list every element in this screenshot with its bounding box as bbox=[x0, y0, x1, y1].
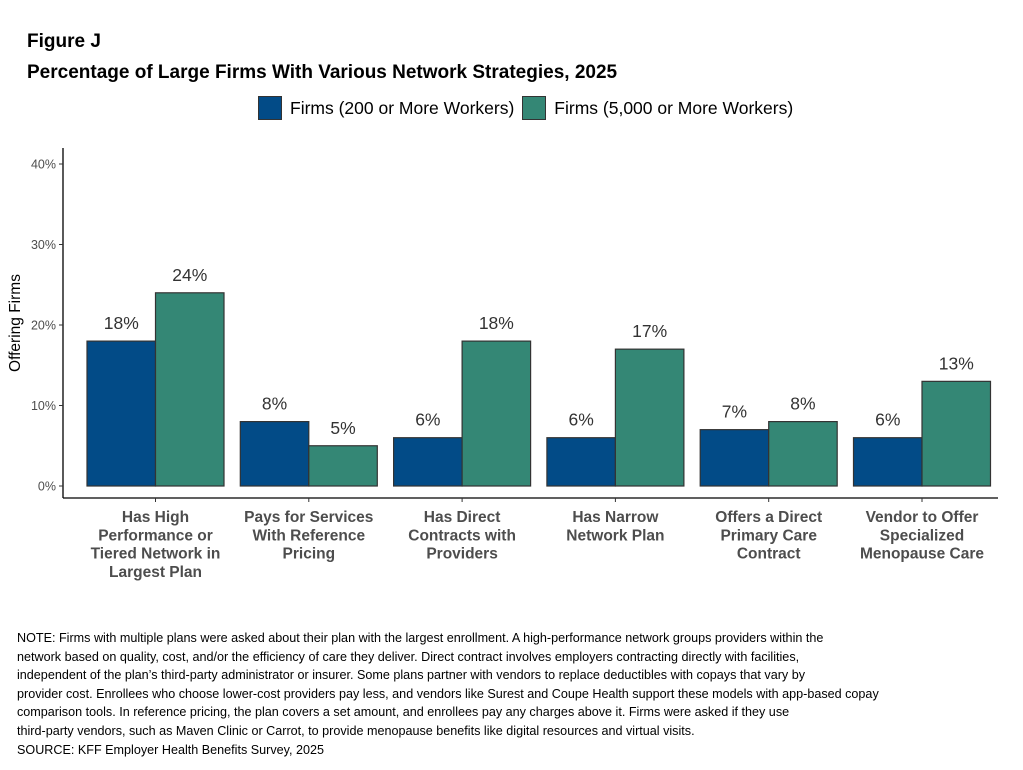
bar-5000-workers bbox=[461, 340, 532, 487]
y-tick-label: 30% bbox=[31, 238, 56, 252]
data-label: 7% bbox=[722, 402, 747, 422]
x-tick-label: Has Narrow bbox=[572, 509, 659, 526]
bar-5000-workers bbox=[921, 380, 992, 487]
x-tick-label: Menopause Care bbox=[860, 546, 984, 563]
legend-swatch-5000 bbox=[522, 96, 547, 120]
bar-200-workers bbox=[86, 340, 157, 487]
legend-swatch-200 bbox=[258, 96, 282, 120]
bar-5000-workers bbox=[308, 445, 378, 487]
y-tick-label: 0% bbox=[38, 480, 56, 494]
x-tick-label: With Reference bbox=[252, 527, 365, 544]
bar-200-workers bbox=[699, 429, 770, 487]
x-tick-label: Contracts with bbox=[408, 527, 516, 544]
x-tick-label: Has Direct bbox=[424, 509, 501, 526]
bar-5000-workers bbox=[154, 292, 225, 487]
x-tick-label: Vendor to Offer bbox=[866, 509, 979, 526]
x-tick-label: Specialized bbox=[880, 527, 964, 544]
chart-title: Percentage of Large Firms With Various N… bbox=[27, 62, 618, 83]
x-tick-label: Tiered Network in bbox=[91, 546, 221, 563]
bar-chart: 0% 10% 20% 30% 40% Offering Firms Has HighPerf… bbox=[7, 148, 998, 581]
legend: Firms (200 or More Workers) Firms (5,000… bbox=[258, 96, 801, 120]
legend-label-200: Firms (200 or More Workers) bbox=[290, 97, 515, 118]
note-line: comparison tools. In reference pricing, … bbox=[17, 705, 790, 720]
note-line: network based on quality, cost, and/or t… bbox=[17, 649, 800, 664]
bar-200-workers bbox=[852, 437, 923, 487]
x-tick-label: Primary Care bbox=[720, 527, 817, 544]
bar-5000-workers bbox=[768, 421, 838, 487]
data-label: 8% bbox=[262, 394, 287, 414]
y-tick-label: 10% bbox=[31, 399, 56, 413]
data-label: 24% bbox=[172, 265, 207, 285]
x-tick-label: Has High bbox=[122, 509, 189, 526]
data-label: 8% bbox=[790, 394, 815, 414]
x-tick-label: Contract bbox=[737, 546, 801, 563]
x-tick-label: Network Plan bbox=[566, 527, 664, 544]
data-label: 18% bbox=[479, 313, 514, 333]
source-line: SOURCE: KFF Employer Health Benefits Sur… bbox=[17, 742, 325, 757]
legend-label-5000: Firms (5,000 or More Workers) bbox=[554, 97, 794, 118]
y-tick-label: 40% bbox=[31, 158, 56, 172]
data-label: 6% bbox=[875, 410, 900, 430]
note-line: third-party vendors, such as Maven Clini… bbox=[17, 723, 695, 738]
note-line: provider cost. Enrollees who choose lowe… bbox=[17, 686, 879, 701]
bar-200-workers bbox=[393, 437, 463, 487]
data-label: 6% bbox=[415, 410, 440, 430]
legend-item-5000: Firms (5,000 or More Workers) bbox=[522, 96, 793, 120]
note-line: independent of the plan’s third-party ad… bbox=[17, 668, 806, 683]
x-tick-label: Performance or bbox=[98, 527, 213, 544]
x-tick-label: Pricing bbox=[283, 546, 336, 563]
data-label: 18% bbox=[104, 313, 139, 333]
notes: NOTE: Firms with multiple plans were ask… bbox=[17, 629, 879, 759]
bar-200-workers bbox=[546, 437, 617, 487]
data-label: 17% bbox=[632, 321, 667, 341]
note-line: NOTE: Firms with multiple plans were ask… bbox=[17, 631, 824, 645]
y-axis-title: Offering Firms bbox=[7, 274, 24, 372]
x-tick-label: Largest Plan bbox=[109, 564, 202, 581]
x-tick-label: Offers a Direct bbox=[715, 509, 822, 526]
data-label: 5% bbox=[330, 418, 355, 438]
data-label: 13% bbox=[939, 353, 974, 373]
figure-label: Figure J bbox=[27, 31, 101, 52]
x-tick-label: Providers bbox=[426, 546, 498, 563]
legend-item-200: Firms (200 or More Workers) bbox=[258, 96, 514, 120]
x-tick-label: Pays for Services bbox=[244, 509, 373, 526]
bar-200-workers bbox=[239, 421, 310, 487]
y-tick-label: 20% bbox=[31, 319, 56, 333]
data-label: 6% bbox=[569, 410, 594, 430]
bar-5000-workers bbox=[614, 348, 685, 487]
